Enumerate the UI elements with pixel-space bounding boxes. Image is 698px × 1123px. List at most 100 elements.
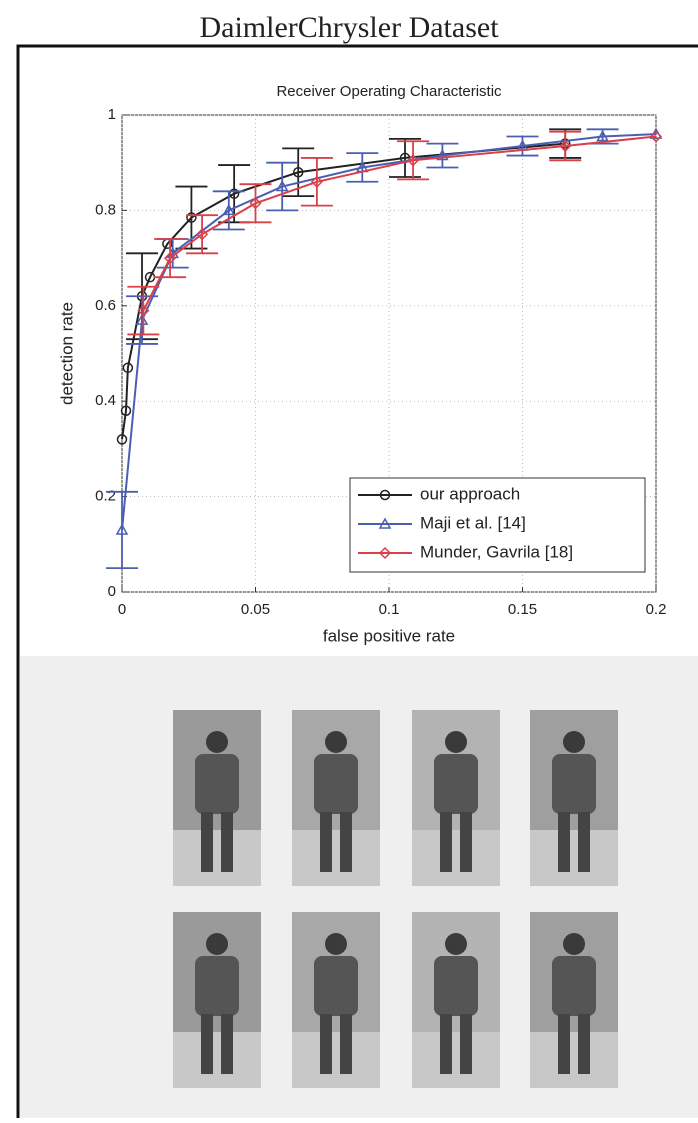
error-bar (154, 238, 187, 279)
thumbnail-ground (173, 830, 261, 886)
error-bar (549, 130, 582, 162)
error-bar (300, 157, 333, 207)
person-leg (221, 1014, 233, 1074)
person-head (445, 933, 467, 955)
person-body (434, 754, 478, 814)
error-bar (346, 152, 379, 183)
person-leg (578, 1014, 590, 1074)
person-leg (201, 1014, 213, 1074)
marker (292, 166, 304, 178)
person-head (563, 933, 585, 955)
marker (186, 212, 197, 223)
marker (275, 180, 289, 192)
error-bar (186, 214, 219, 255)
y-tick-label: 1 (108, 106, 116, 123)
thumbnail-ground (412, 1032, 500, 1088)
person-leg (221, 812, 233, 872)
marker (115, 523, 129, 535)
y-tick-label: 0.4 (95, 392, 116, 409)
x-tick-label: 0.05 (241, 601, 270, 618)
marker (137, 304, 150, 317)
thumbnail-ground (173, 1032, 261, 1088)
thumbnail-ground (530, 1032, 618, 1088)
marker (120, 405, 132, 416)
person-leg (340, 812, 352, 872)
marker (122, 362, 134, 374)
person-head (445, 731, 467, 753)
x-tick-label: 0 (118, 601, 126, 618)
person-head (325, 731, 347, 753)
x-tick-label: 0.2 (646, 601, 667, 618)
person-head (206, 731, 228, 753)
marker (379, 489, 391, 501)
person-body (195, 956, 239, 1016)
person-leg (440, 1014, 452, 1074)
marker (596, 129, 609, 142)
person-body (552, 754, 596, 814)
error-bar (389, 137, 422, 178)
person-leg (460, 1014, 472, 1074)
error-bar (212, 190, 245, 231)
marker (378, 517, 392, 529)
series-line (142, 135, 657, 312)
y-tick-label: 0.8 (95, 201, 116, 218)
marker (649, 130, 663, 143)
legend-label: Munder, Gavrila [18] (420, 542, 573, 561)
person-head (563, 731, 585, 753)
marker (559, 139, 572, 153)
y-tick-label: 0.6 (95, 297, 116, 314)
error-bar (266, 161, 299, 212)
marker (406, 154, 420, 167)
person-leg (578, 812, 590, 872)
person-body (552, 956, 596, 1016)
thumbnail-ground (292, 1032, 380, 1088)
person-head (325, 933, 347, 955)
error-bar (426, 142, 459, 169)
marker (222, 203, 236, 216)
person-body (195, 754, 239, 814)
error-bar (127, 285, 160, 336)
thumbnail-ground (530, 830, 618, 886)
marker (196, 228, 209, 241)
person-leg (340, 1014, 352, 1074)
person-body (434, 956, 478, 1016)
figure-title: DaimlerChrysler Dataset (199, 11, 499, 44)
error-bar (106, 490, 138, 570)
error-bar (239, 183, 272, 224)
person-leg (320, 812, 332, 872)
error-bar (126, 295, 159, 345)
marker (116, 434, 128, 445)
chart-title: Receiver Operating Characteristic (276, 83, 502, 100)
x-tick-label: 0.1 (379, 601, 400, 618)
thumbnail-ground (292, 830, 380, 886)
plot: Receiver Operating Characteristic 0 0.2 0.4… (57, 83, 666, 646)
marker (249, 197, 262, 210)
series-line (121, 142, 566, 440)
legend-label: Maji et al. [14] (420, 513, 526, 532)
thumbnails (173, 710, 618, 1088)
marker (163, 252, 177, 265)
person-body (314, 956, 358, 1016)
marker (135, 313, 149, 325)
thumbnail-ground (412, 830, 500, 886)
y-axis-label: detection rate (57, 302, 76, 405)
person-leg (440, 812, 452, 872)
person-body (314, 754, 358, 814)
x-axis-label: false positive rate (323, 626, 455, 645)
person-leg (558, 812, 570, 872)
person-leg (320, 1014, 332, 1074)
person-head (206, 933, 228, 955)
person-leg (201, 812, 213, 872)
person-leg (558, 1014, 570, 1074)
y-tick-label: 0 (108, 583, 116, 600)
marker (378, 546, 392, 560)
legend-label: our approach (420, 484, 520, 503)
marker (436, 149, 449, 161)
person-leg (460, 812, 472, 872)
y-tick-label: 0.2 (95, 488, 116, 505)
marker (310, 175, 323, 188)
error-bar (397, 140, 430, 181)
x-tick-label: 0.15 (508, 601, 537, 618)
